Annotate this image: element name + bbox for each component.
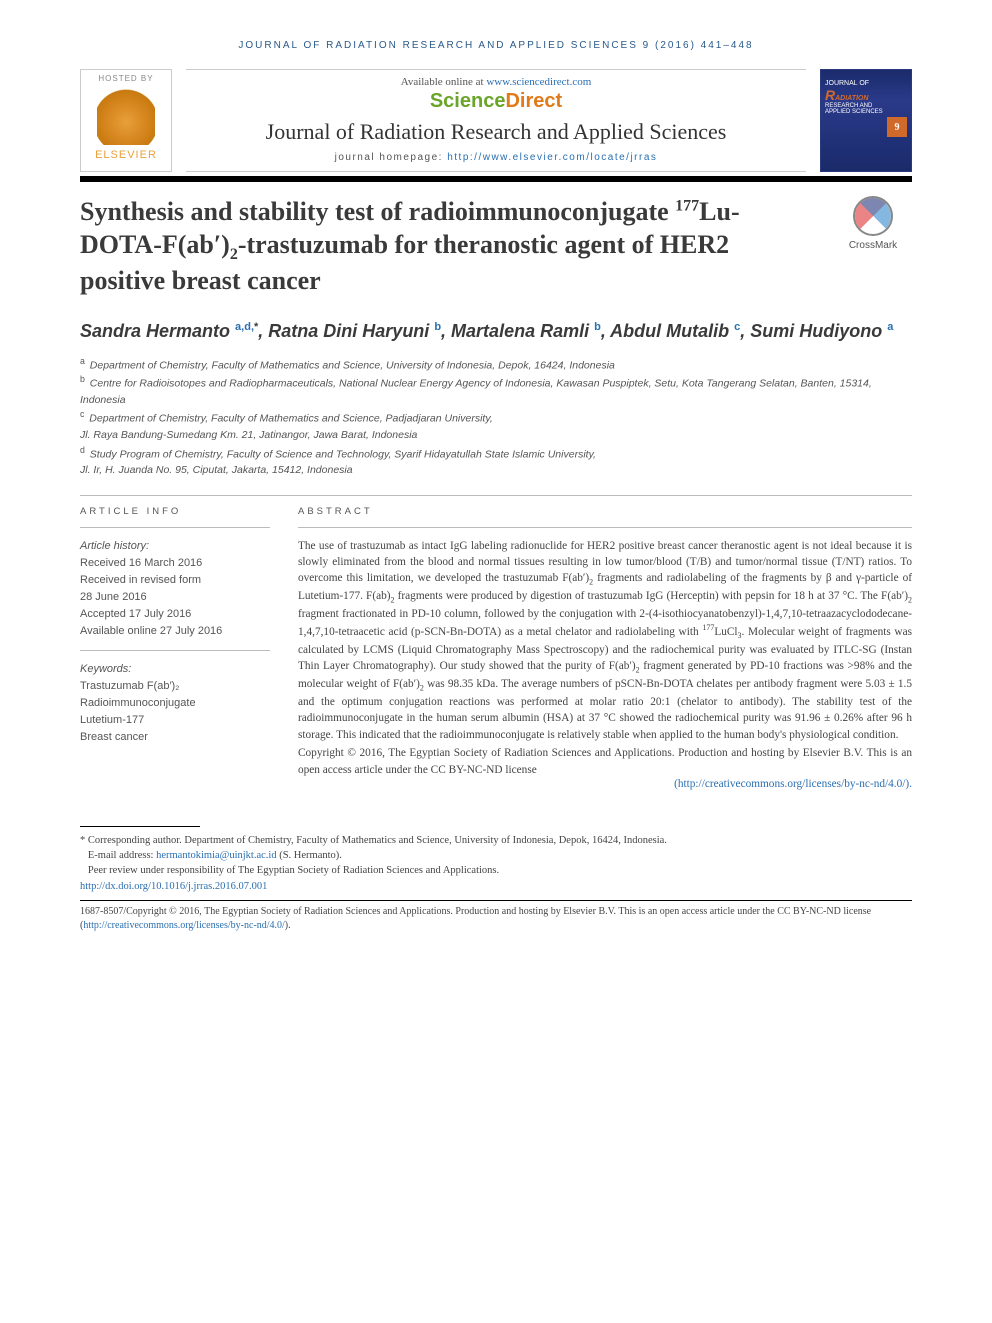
info-abstract-row: ARTICLE INFO Article history: Received 1… [80,506,912,790]
history-revised-1: Received in revised form [80,572,270,589]
email-link[interactable]: hermantokimia@uinjkt.ac.id [156,850,276,861]
journal-name: Journal of Radiation Research and Applie… [194,119,798,144]
doi-link[interactable]: http://dx.doi.org/10.1016/j.jrras.2016.0… [80,881,267,892]
abstract-column: ABSTRACT The use of trastuzumab as intac… [298,506,912,790]
footnote-rule [80,826,200,827]
elsevier-tree-icon [97,87,155,145]
abstract-heading: ABSTRACT [298,506,912,517]
affil-b-text: Centre for Radioisotopes and Radiopharma… [80,378,872,406]
keyword-1: Trastuzumab F(ab′)₂ [80,678,270,695]
abstract-copyright: Copyright © 2016, The Egyptian Society o… [298,745,912,778]
affil-d-1: d Study Program of Chemistry, Faculty of… [80,444,912,463]
peer-review-note: Peer review under responsibility of The … [80,863,912,878]
crossmark-badge[interactable]: CrossMark [834,196,912,251]
cover-word-journal: JOURNAL OF [825,80,907,87]
footer-license-link[interactable]: http://creativecommons.org/licenses/by-n… [83,920,284,931]
history-online: Available online 27 July 2016 [80,623,270,640]
affil-a-text: Department of Chemistry, Faculty of Math… [90,359,615,371]
crossmark-label: CrossMark [849,240,897,251]
cover-word-radiation: RADIATION [825,87,907,103]
sciencedirect-link[interactable]: www.sciencedirect.com [486,76,591,88]
abstract-divider-top [298,527,912,528]
keyword-3: Lutetium-177 [80,712,270,729]
journal-header-center: Available online at www.sciencedirect.co… [186,69,806,172]
license-link[interactable]: (http://creativecommons.org/licenses/by-… [674,778,912,790]
author-list: Sandra Hermanto a,d,*, Ratna Dini Haryun… [80,319,912,344]
email-label: E-mail address: [88,850,156,861]
corresponding-author: * Corresponding author. Department of Ch… [80,833,912,848]
keyword-4: Breast cancer [80,729,270,746]
sd-direct: Direct [505,90,562,112]
affil-c-1: c Department of Chemistry, Faculty of Ma… [80,408,912,427]
footnotes: * Corresponding author. Department of Ch… [80,833,912,894]
peer-text: Peer review under responsibility of The … [88,865,499,876]
available-online-line: Available online at www.sciencedirect.co… [194,76,798,88]
homepage-label: journal homepage: [335,152,448,163]
email-line: E-mail address: hermantokimia@uinjkt.ac.… [80,848,912,863]
footer-text-end: ). [285,920,291,931]
affil-d1-text: Study Program of Chemistry, Faculty of S… [90,448,596,460]
section-divider [80,495,912,496]
footer-copyright: 1687-8507/Copyright © 2016, The Egyptian… [80,905,912,933]
email-suffix: (S. Hermanto). [277,850,342,861]
history-accepted: Accepted 17 July 2016 [80,606,270,623]
info-divider-mid [80,650,270,651]
affil-c-2: Jl. Raya Bandung-Sumedang Km. 21, Jatina… [80,427,912,443]
masthead: HOSTED BY ELSEVIER Available online at w… [80,69,912,172]
sciencedirect-logo: ScienceDirect [194,90,798,113]
article-title: Synthesis and stability test of radioimm… [80,196,814,297]
black-divider [80,176,912,182]
history-received: Received 16 March 2016 [80,555,270,572]
history-revised-2: 28 June 2016 [80,589,270,606]
available-prefix: Available online at [401,76,487,88]
journal-cover-thumbnail: JOURNAL OF RADIATION RESEARCH ANDAPPLIED… [820,69,912,172]
hosted-by-label: HOSTED BY [85,74,167,83]
cover-issue-badge: 9 [887,117,907,137]
cover-word-research: RESEARCH ANDAPPLIED SCIENCES [825,103,907,115]
keywords-label: Keywords: [80,661,270,678]
hosted-by-box: HOSTED BY ELSEVIER [80,69,172,172]
keyword-2: Radioimmunoconjugate [80,695,270,712]
history-label: Article history: [80,538,270,555]
crossmark-icon [853,196,893,236]
journal-homepage-line: journal homepage: http://www.elsevier.co… [194,152,798,163]
homepage-link[interactable]: http://www.elsevier.com/locate/jrras [447,152,657,163]
article-history: Article history: Received 16 March 2016 … [80,538,270,640]
affil-b: b Centre for Radioisotopes and Radiophar… [80,373,912,408]
running-head: Journal of Radiation Research and Applie… [80,40,912,51]
affil-d-2: Jl. Ir, H. Juanda No. 95, Ciputat, Jakar… [80,462,912,478]
elsevier-wordmark: ELSEVIER [85,149,167,161]
footer-divider [80,900,912,901]
article-info-column: ARTICLE INFO Article history: Received 1… [80,506,270,790]
keywords-block: Keywords: Trastuzumab F(ab′)₂ Radioimmun… [80,661,270,746]
affil-c1-text: Department of Chemistry, Faculty of Math… [89,413,492,425]
license-line: (http://creativecommons.org/licenses/by-… [298,778,912,790]
article-info-heading: ARTICLE INFO [80,506,270,517]
affil-a: a Department of Chemistry, Faculty of Ma… [80,355,912,374]
info-divider-top [80,527,270,528]
sd-science: Science [430,90,506,112]
abstract-body: The use of trastuzumab as intact IgG lab… [298,538,912,744]
affiliations: a Department of Chemistry, Faculty of Ma… [80,355,912,479]
